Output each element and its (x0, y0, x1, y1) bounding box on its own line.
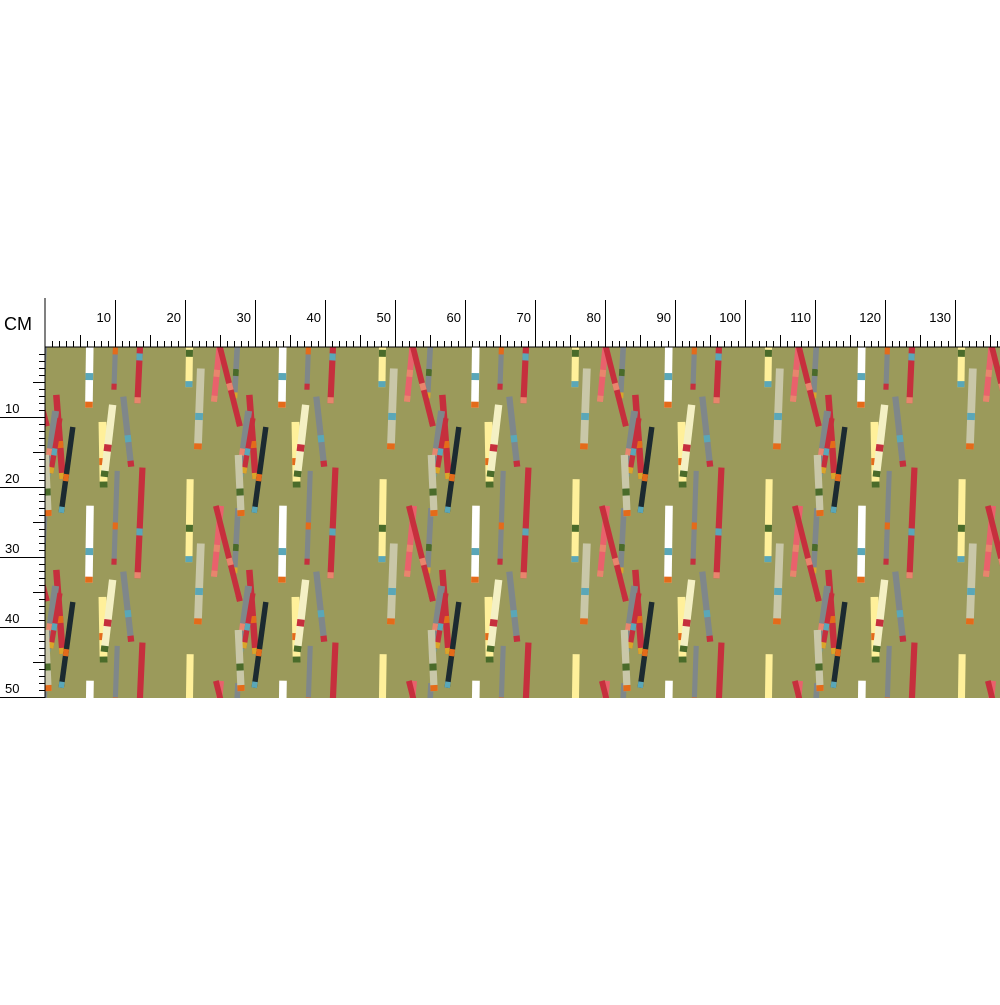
fabric-pattern (45, 347, 1000, 698)
ruler-label: 50 (5, 681, 19, 696)
ruler-label: 60 (447, 310, 461, 325)
ruler-label: 80 (587, 310, 601, 325)
ruler-label: 70 (517, 310, 531, 325)
ruler-label: 100 (719, 310, 741, 325)
ruler-label: 10 (97, 310, 111, 325)
ruler-label: 30 (5, 541, 19, 556)
ruler-label: 20 (167, 310, 181, 325)
ruler-label: 40 (307, 310, 321, 325)
ruler-label: 110 (790, 310, 811, 325)
ruler-label: 120 (859, 310, 881, 325)
ruler-label: 20 (5, 471, 19, 486)
ruler-label: 130 (929, 310, 951, 325)
ruler-label: 50 (377, 310, 391, 325)
ruler-label: 30 (237, 310, 251, 325)
unit-label: CM (4, 314, 32, 334)
ruler-label: 40 (5, 611, 19, 626)
ruler-label: 10 (5, 401, 19, 416)
ruler-label: 90 (657, 310, 671, 325)
rulers: 10 20 30 40 50 60 70 80 90 100 110 120 130 10 20 30 40 50 (0, 298, 1000, 698)
